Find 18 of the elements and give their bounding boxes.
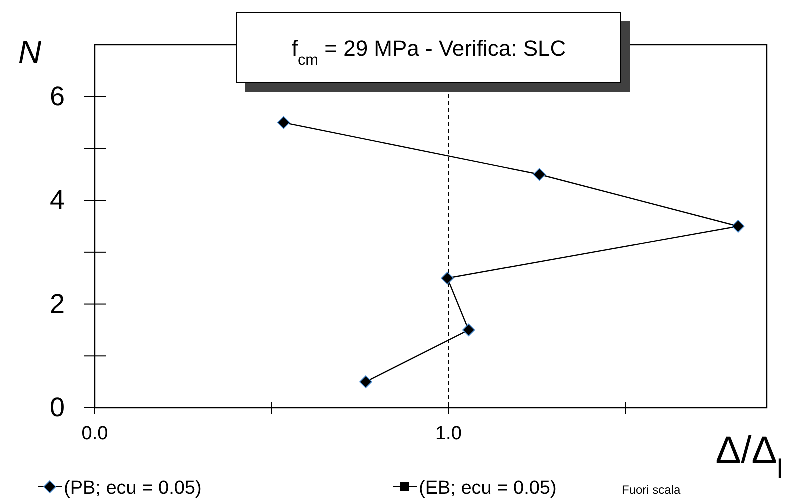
legend-label: (EB; ecu = 0.05) (419, 478, 557, 499)
legend-label: (PB; ecu = 0.05) (64, 478, 202, 499)
x-tick-label: 1.0 (435, 423, 462, 444)
x-tick-label: 0.0 (82, 423, 108, 444)
chart-title: f$_{cm}$ = 29 MPa - Verifica: SLC (292, 36, 566, 68)
y-tick-label: 6 (50, 81, 65, 112)
x-axis-title: Δ/Δ$_{l}$ (716, 430, 783, 484)
point (441, 272, 454, 285)
point (360, 376, 372, 388)
y-axis-title: N (18, 34, 42, 70)
y-tick-label: 2 (50, 288, 65, 319)
point (533, 168, 546, 182)
point (462, 324, 476, 337)
text: Fuori scala (622, 483, 682, 497)
y-tick-label: 4 (50, 185, 65, 216)
y-tick-label: 0 (50, 392, 65, 423)
point (277, 116, 290, 130)
point (732, 220, 745, 233)
